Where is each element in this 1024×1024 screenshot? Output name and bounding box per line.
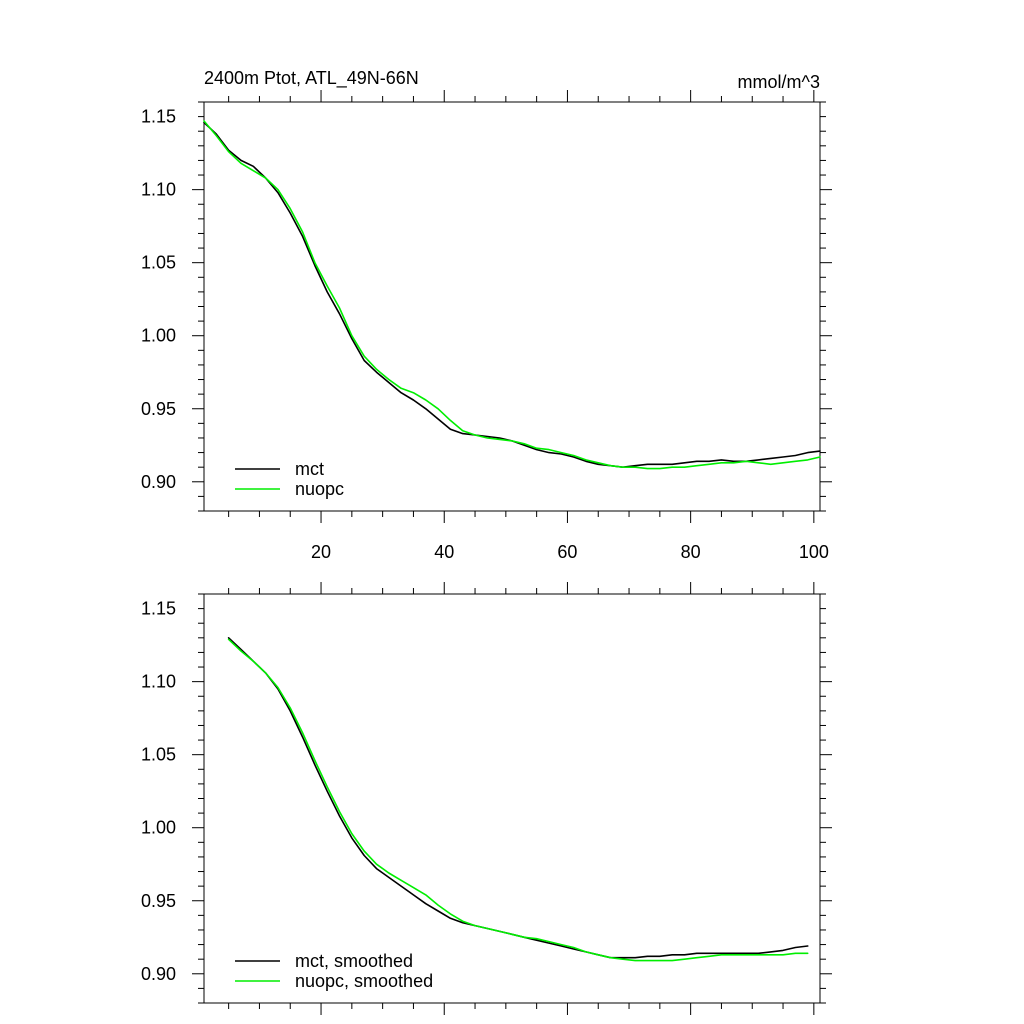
plot-frame xyxy=(203,101,821,512)
bottom-panel: 0.90 0.95 1.00 1.05 1.10 1.15 mct, smoothednuo… xyxy=(141,582,832,1015)
y-tick-label: 0.95 xyxy=(141,891,176,911)
series-line-mct xyxy=(203,121,821,468)
x-tick-label: 80 xyxy=(681,542,701,562)
x-tick-label: 60 xyxy=(557,542,577,562)
x-tick-label: 20 xyxy=(311,542,331,562)
top-panel: 0.90 0.95 1.00 1.05 1.10 1.15 20 40 60 80 100 2400m… xyxy=(141,68,832,562)
series-line-nuopc xyxy=(203,120,821,470)
legend-entry: mct xyxy=(295,459,324,479)
plot-frame xyxy=(203,593,821,1004)
y-tick-label: 0.90 xyxy=(141,964,176,984)
y-tick-label: 1.00 xyxy=(141,326,176,346)
legend-entry: nuopc, smoothed xyxy=(295,971,433,991)
units-label: mmol/m^3 xyxy=(738,72,820,92)
y-tick-label: 1.15 xyxy=(141,107,176,127)
legend-entry: mct, smoothed xyxy=(295,951,413,971)
y-tick-label: 1.10 xyxy=(141,180,176,200)
y-tick-label: 1.10 xyxy=(141,672,176,692)
x-tick-label: 100 xyxy=(799,542,829,562)
series-line-nuopc-smoothed xyxy=(227,638,809,962)
y-tick-label: 1.15 xyxy=(141,599,176,619)
legend-entry: nuopc xyxy=(295,479,344,499)
series-line-mct-smoothed xyxy=(227,637,809,959)
y-tick-label: 0.90 xyxy=(141,472,176,492)
y-tick-label: 1.05 xyxy=(141,745,176,765)
y-tick-label: 1.05 xyxy=(141,253,176,273)
x-tick-label: 40 xyxy=(434,542,454,562)
chart-title: 2400m Ptot, ATL_49N-66N xyxy=(204,68,419,89)
y-tick-label: 0.95 xyxy=(141,399,176,419)
y-tick-label: 1.00 xyxy=(141,818,176,838)
